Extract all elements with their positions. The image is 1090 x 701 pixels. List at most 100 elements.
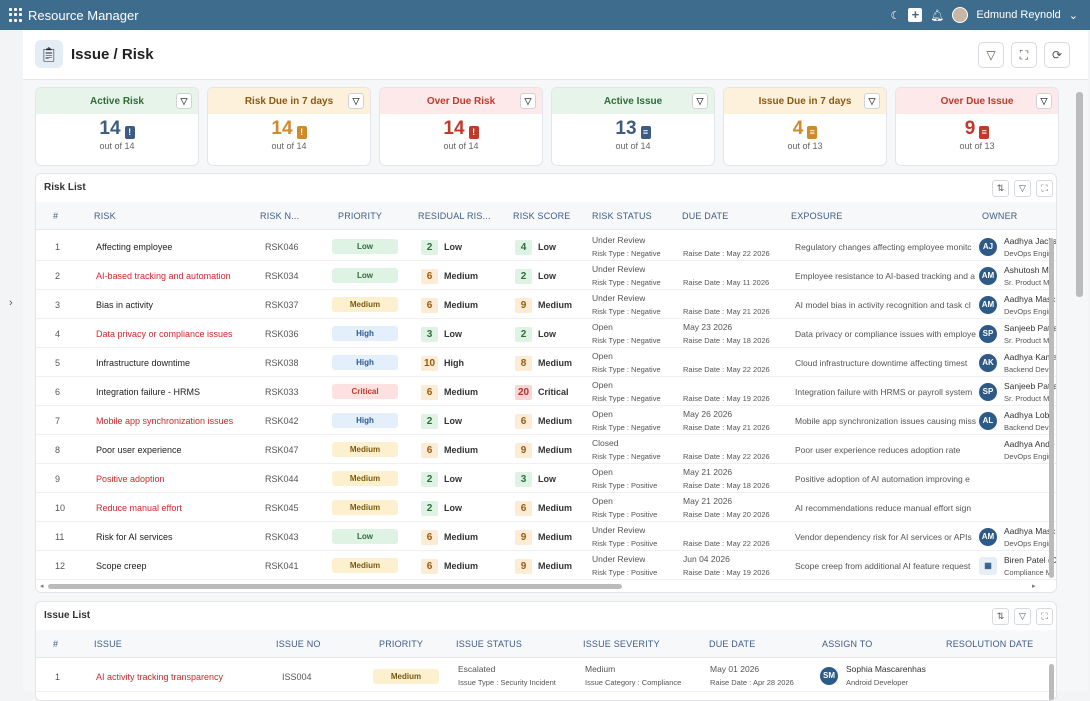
- exposure-text: Poor user experience reduces adoption ra…: [795, 445, 961, 455]
- table-row[interactable]: 2 AI-based tracking and automation RSK034 L…: [36, 261, 1056, 290]
- risk-status: Open: [592, 351, 613, 361]
- column-header[interactable]: OWNER: [982, 211, 1018, 221]
- moon-icon[interactable]: ☾: [890, 9, 901, 22]
- column-header[interactable]: #: [53, 639, 59, 649]
- column-header[interactable]: RISK N...: [260, 211, 300, 221]
- summary-card[interactable]: Active Issue ▽ 13 ≡ out of 14: [551, 87, 715, 166]
- column-header[interactable]: RISK STATUS: [592, 211, 652, 221]
- scroll-right-icon[interactable]: ▸: [1032, 583, 1036, 590]
- table-row[interactable]: 4 Data privacy or compliance issues RSK036…: [36, 319, 1056, 348]
- column-header[interactable]: ASSIGN TO: [822, 639, 873, 649]
- table-row[interactable]: 12 Scope creep RSK041 Medium 6 Medium 9 Medium U…: [36, 551, 1056, 580]
- risk-name[interactable]: Data privacy or compliance issues: [96, 329, 233, 339]
- filter-icon[interactable]: ▽: [692, 93, 708, 109]
- risk-score-value: 2: [515, 269, 532, 284]
- chevron-down-icon[interactable]: ⌄: [1068, 9, 1078, 22]
- column-header[interactable]: EXPOSURE: [791, 211, 843, 221]
- risk-name[interactable]: Infrastructure downtime: [96, 358, 191, 368]
- expand-sidebar-icon[interactable]: ›: [9, 297, 13, 309]
- filter-icon[interactable]: ▽: [864, 93, 880, 109]
- risk-name[interactable]: Bias in activity: [96, 300, 154, 310]
- row-number: 4: [55, 329, 61, 339]
- table-row[interactable]: 1 AI activity tracking transparency ISS004…: [36, 660, 1056, 692]
- owner-role: Backend Devel: [1004, 423, 1055, 432]
- fullscreen-button[interactable]: ⛶: [1036, 608, 1053, 625]
- row-number: 6: [55, 387, 61, 397]
- summary-card[interactable]: Over Due Risk ▽ 14! out of 14: [379, 87, 543, 166]
- risk-name[interactable]: Mobile app synchronization issues: [96, 416, 234, 426]
- risk-status: Under Review: [592, 554, 646, 564]
- column-header[interactable]: ISSUE: [94, 639, 123, 649]
- column-header[interactable]: #: [53, 211, 59, 221]
- user-avatar[interactable]: [952, 7, 969, 23]
- summary-card[interactable]: Risk Due in 7 days ▽ 14! out of 14: [207, 87, 371, 166]
- risk-name[interactable]: Integration failure - HRMS: [96, 387, 201, 397]
- due-date: May 21 2026: [683, 496, 733, 506]
- column-header[interactable]: ISSUE NO: [276, 639, 321, 649]
- apps-grid-icon[interactable]: [9, 8, 23, 22]
- card-value-text: 14: [443, 118, 465, 139]
- add-icon[interactable]: +: [908, 8, 923, 22]
- table-row[interactable]: 5 Infrastructure downtime RSK038 High 10 High…: [36, 348, 1056, 377]
- vertical-scrollbar[interactable]: [1049, 238, 1054, 578]
- user-name[interactable]: Edmund Reynold: [976, 9, 1061, 21]
- table-row[interactable]: 6 Integration failure - HRMS RSK033 Critica…: [36, 377, 1056, 406]
- column-header[interactable]: RESOLUTION DATE: [946, 639, 1034, 649]
- column-header[interactable]: ISSUE STATUS: [456, 639, 523, 649]
- table-row[interactable]: 3 Bias in activity RSK037 Medium 6 Medium 9 Med…: [36, 290, 1056, 319]
- owner-avatar: AM: [979, 528, 997, 546]
- sort-button[interactable]: ⇅: [992, 608, 1009, 625]
- filter-icon[interactable]: ▽: [348, 93, 364, 109]
- column-header[interactable]: PRIORITY: [379, 639, 424, 649]
- risk-score-value: 4: [515, 240, 532, 255]
- horizontal-scrollbar[interactable]: [48, 584, 622, 589]
- summary-card[interactable]: Active Risk ▽ 14! out of 14: [35, 87, 199, 166]
- filter-icon[interactable]: ▽: [176, 93, 192, 109]
- risk-name[interactable]: Affecting employee: [96, 242, 173, 252]
- fullscreen-button[interactable]: ⛶: [1011, 42, 1037, 68]
- column-header[interactable]: DUE DATE: [682, 211, 729, 221]
- scroll-left-icon[interactable]: ◂: [40, 583, 44, 590]
- column-header[interactable]: RISK: [94, 211, 116, 221]
- risk-name[interactable]: AI-based tracking and automation: [96, 271, 231, 281]
- filter-button[interactable]: ▽: [1014, 608, 1031, 625]
- filter-button[interactable]: ▽: [978, 42, 1004, 68]
- vertical-scrollbar[interactable]: [1049, 664, 1054, 700]
- risk-score-value: 6: [515, 414, 532, 429]
- risk-name[interactable]: Positive adoption: [96, 474, 165, 484]
- table-row[interactable]: 10 Reduce manual effort RSK045 Medium 2 Low 6 M…: [36, 493, 1056, 522]
- column-header[interactable]: RISK SCORE: [513, 211, 571, 221]
- risk-name[interactable]: Poor user experience: [96, 445, 182, 455]
- column-header[interactable]: DUE DATE: [709, 639, 756, 649]
- owner-avatar: SP: [979, 325, 997, 343]
- table-row[interactable]: 1 Affecting employee RSK046 Low 2 Low 4 Low Unde…: [36, 232, 1056, 261]
- risk-score-label: Low: [538, 329, 556, 339]
- priority-badge: Critical: [332, 384, 398, 399]
- fullscreen-button[interactable]: ⛶: [1036, 180, 1053, 197]
- table-row[interactable]: 8 Poor user experience RSK047 Medium 6 Medium…: [36, 435, 1056, 464]
- filter-button[interactable]: ▽: [1014, 180, 1031, 197]
- issue-type: Issue Type : Security Incident: [458, 678, 556, 687]
- bell-icon[interactable]: 🔔︎: [930, 9, 945, 22]
- risk-name[interactable]: Scope creep: [96, 561, 147, 571]
- refresh-button[interactable]: ⟳: [1044, 42, 1070, 68]
- summary-card[interactable]: Issue Due in 7 days ▽ 4 ≡ out of 13: [723, 87, 887, 166]
- owner-name: Aadhya Jacks: [1004, 236, 1056, 246]
- column-header[interactable]: RESIDUAL RIS...: [418, 211, 491, 221]
- risk-number: RSK044: [265, 474, 299, 484]
- table-row[interactable]: 9 Positive adoption RSK044 Medium 2 Low 3 Low Op…: [36, 464, 1056, 493]
- risk-name[interactable]: Reduce manual effort: [96, 503, 182, 513]
- page-scrollbar[interactable]: [1076, 92, 1083, 297]
- table-row[interactable]: 11 Risk for AI services RSK043 Low 6 Medium 9 M…: [36, 522, 1056, 551]
- summary-card[interactable]: Over Due Issue ▽ 9 ≡ out of 13: [895, 87, 1059, 166]
- risk-name[interactable]: Risk for AI services: [96, 532, 173, 542]
- column-header[interactable]: PRIORITY: [338, 211, 383, 221]
- issue-name[interactable]: AI activity tracking transparency: [96, 672, 224, 682]
- column-header[interactable]: ISSUE SEVERITY: [583, 639, 660, 649]
- filter-icon[interactable]: ▽: [520, 93, 536, 109]
- priority-badge: Medium: [332, 471, 398, 486]
- card-value: 13 ≡: [552, 118, 714, 140]
- table-row[interactable]: 7 Mobile app synchronization issues RSK042…: [36, 406, 1056, 435]
- filter-icon[interactable]: ▽: [1036, 93, 1052, 109]
- sort-button[interactable]: ⇅: [992, 180, 1009, 197]
